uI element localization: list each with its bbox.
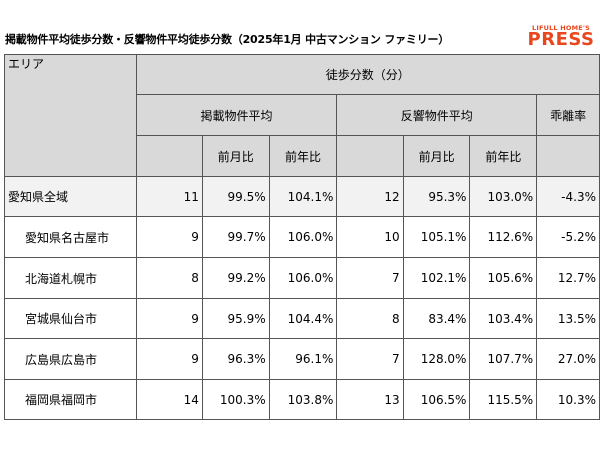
listed-yoy: 96.1% [268, 338, 338, 380]
response-mom: 106.5% [402, 379, 471, 420]
listed-mom: 96.3% [201, 338, 270, 380]
listed-yoy: 104.4% [268, 298, 338, 339]
divergence-rate: 10.3% [536, 379, 600, 420]
area-name: 愛知県全域 [4, 176, 137, 217]
response-minutes: 13 [336, 379, 404, 420]
area-name: 北海道札幌市 [4, 257, 137, 299]
response-yoy-subheader: 前年比 [469, 135, 538, 177]
response-minutes: 12 [336, 176, 404, 217]
divergence-subheader [536, 135, 600, 177]
listed-yoy: 104.1% [268, 176, 338, 217]
area-name: 広島県広島市 [4, 338, 137, 380]
response-average-header: 反響物件平均 [336, 94, 538, 136]
area-name: 宮城県仙台市 [4, 298, 137, 339]
listed-mom: 99.5% [201, 176, 270, 217]
listed-yoy: 103.8% [268, 379, 338, 420]
listed-value-subheader [135, 135, 203, 177]
response-mom: 128.0% [402, 338, 471, 380]
response-mom: 105.1% [402, 216, 471, 258]
response-mom-subheader: 前月比 [402, 135, 471, 177]
listed-mom: 95.9% [201, 298, 270, 339]
listed-mom: 99.2% [201, 257, 270, 299]
listed-minutes: 9 [135, 216, 203, 258]
table-row: 北海道札幌市 8 99.2% 106.0% 7 102.1% 105.6% 12… [4, 257, 600, 299]
response-minutes: 10 [336, 216, 404, 258]
response-mom: 95.3% [402, 176, 471, 217]
divergence-rate: 27.0% [536, 338, 600, 380]
listed-minutes: 9 [135, 298, 203, 339]
response-yoy: 112.6% [469, 216, 538, 258]
divergence-rate: -5.2% [536, 216, 600, 258]
divergence-rate-header: 乖離率 [536, 94, 600, 136]
response-yoy: 107.7% [469, 338, 538, 380]
logo-main-text: PRESS [527, 29, 595, 50]
area-column-header: エリア [4, 54, 137, 177]
listed-mom: 100.3% [201, 379, 270, 420]
response-yoy: 105.6% [469, 257, 538, 299]
response-mom: 83.4% [402, 298, 471, 339]
response-minutes: 8 [336, 298, 404, 339]
response-yoy: 103.4% [469, 298, 538, 339]
listed-mom-subheader: 前月比 [201, 135, 270, 177]
listed-mom: 99.7% [201, 216, 270, 258]
table-row: 福岡県福岡市 14 100.3% 103.8% 13 106.5% 115.5%… [4, 379, 600, 420]
table-row: 愛知県名古屋市 9 99.7% 106.0% 10 105.1% 112.6% … [4, 216, 600, 258]
response-mom: 102.1% [402, 257, 471, 299]
logo-top-text: LIFULL HOME'S [532, 24, 590, 32]
area-name: 福岡県福岡市 [4, 379, 137, 420]
listed-minutes: 14 [135, 379, 203, 420]
response-yoy: 115.5% [469, 379, 538, 420]
listed-average-header: 掲載物件平均 [135, 94, 338, 136]
divergence-rate: -4.3% [536, 176, 600, 217]
table-row: 広島県広島市 9 96.3% 96.1% 7 128.0% 107.7% 27.… [4, 338, 600, 380]
listed-minutes: 9 [135, 338, 203, 380]
walk-minutes-header: 徒歩分数（分） [135, 54, 600, 95]
response-minutes: 7 [336, 338, 404, 380]
table-row: 宮城県仙台市 9 95.9% 104.4% 8 83.4% 103.4% 13.… [4, 298, 600, 339]
listed-yoy-subheader: 前年比 [268, 135, 338, 177]
response-value-subheader [336, 135, 404, 177]
listed-minutes: 11 [135, 176, 203, 217]
response-minutes: 7 [336, 257, 404, 299]
table-row: 愛知県全域 11 99.5% 104.1% 12 95.3% 103.0% -4… [4, 176, 600, 217]
response-yoy: 103.0% [469, 176, 538, 217]
divergence-rate: 13.5% [536, 298, 600, 339]
listed-yoy: 106.0% [268, 216, 338, 258]
listed-yoy: 106.0% [268, 257, 338, 299]
walk-minutes-table: エリア 徒歩分数（分） 掲載物件平均 反響物件平均 乖離率 前月比 前年比 前月… [4, 54, 600, 420]
divergence-rate: 12.7% [536, 257, 600, 299]
area-name: 愛知県名古屋市 [4, 216, 137, 258]
lifull-homes-press-logo: LIFULL HOME'S PRESS [525, 24, 597, 50]
page-title: 掲載物件平均徒歩分数・反響物件平均徒歩分数（2025年1月 中古マンション ファ… [5, 33, 450, 46]
listed-minutes: 8 [135, 257, 203, 299]
